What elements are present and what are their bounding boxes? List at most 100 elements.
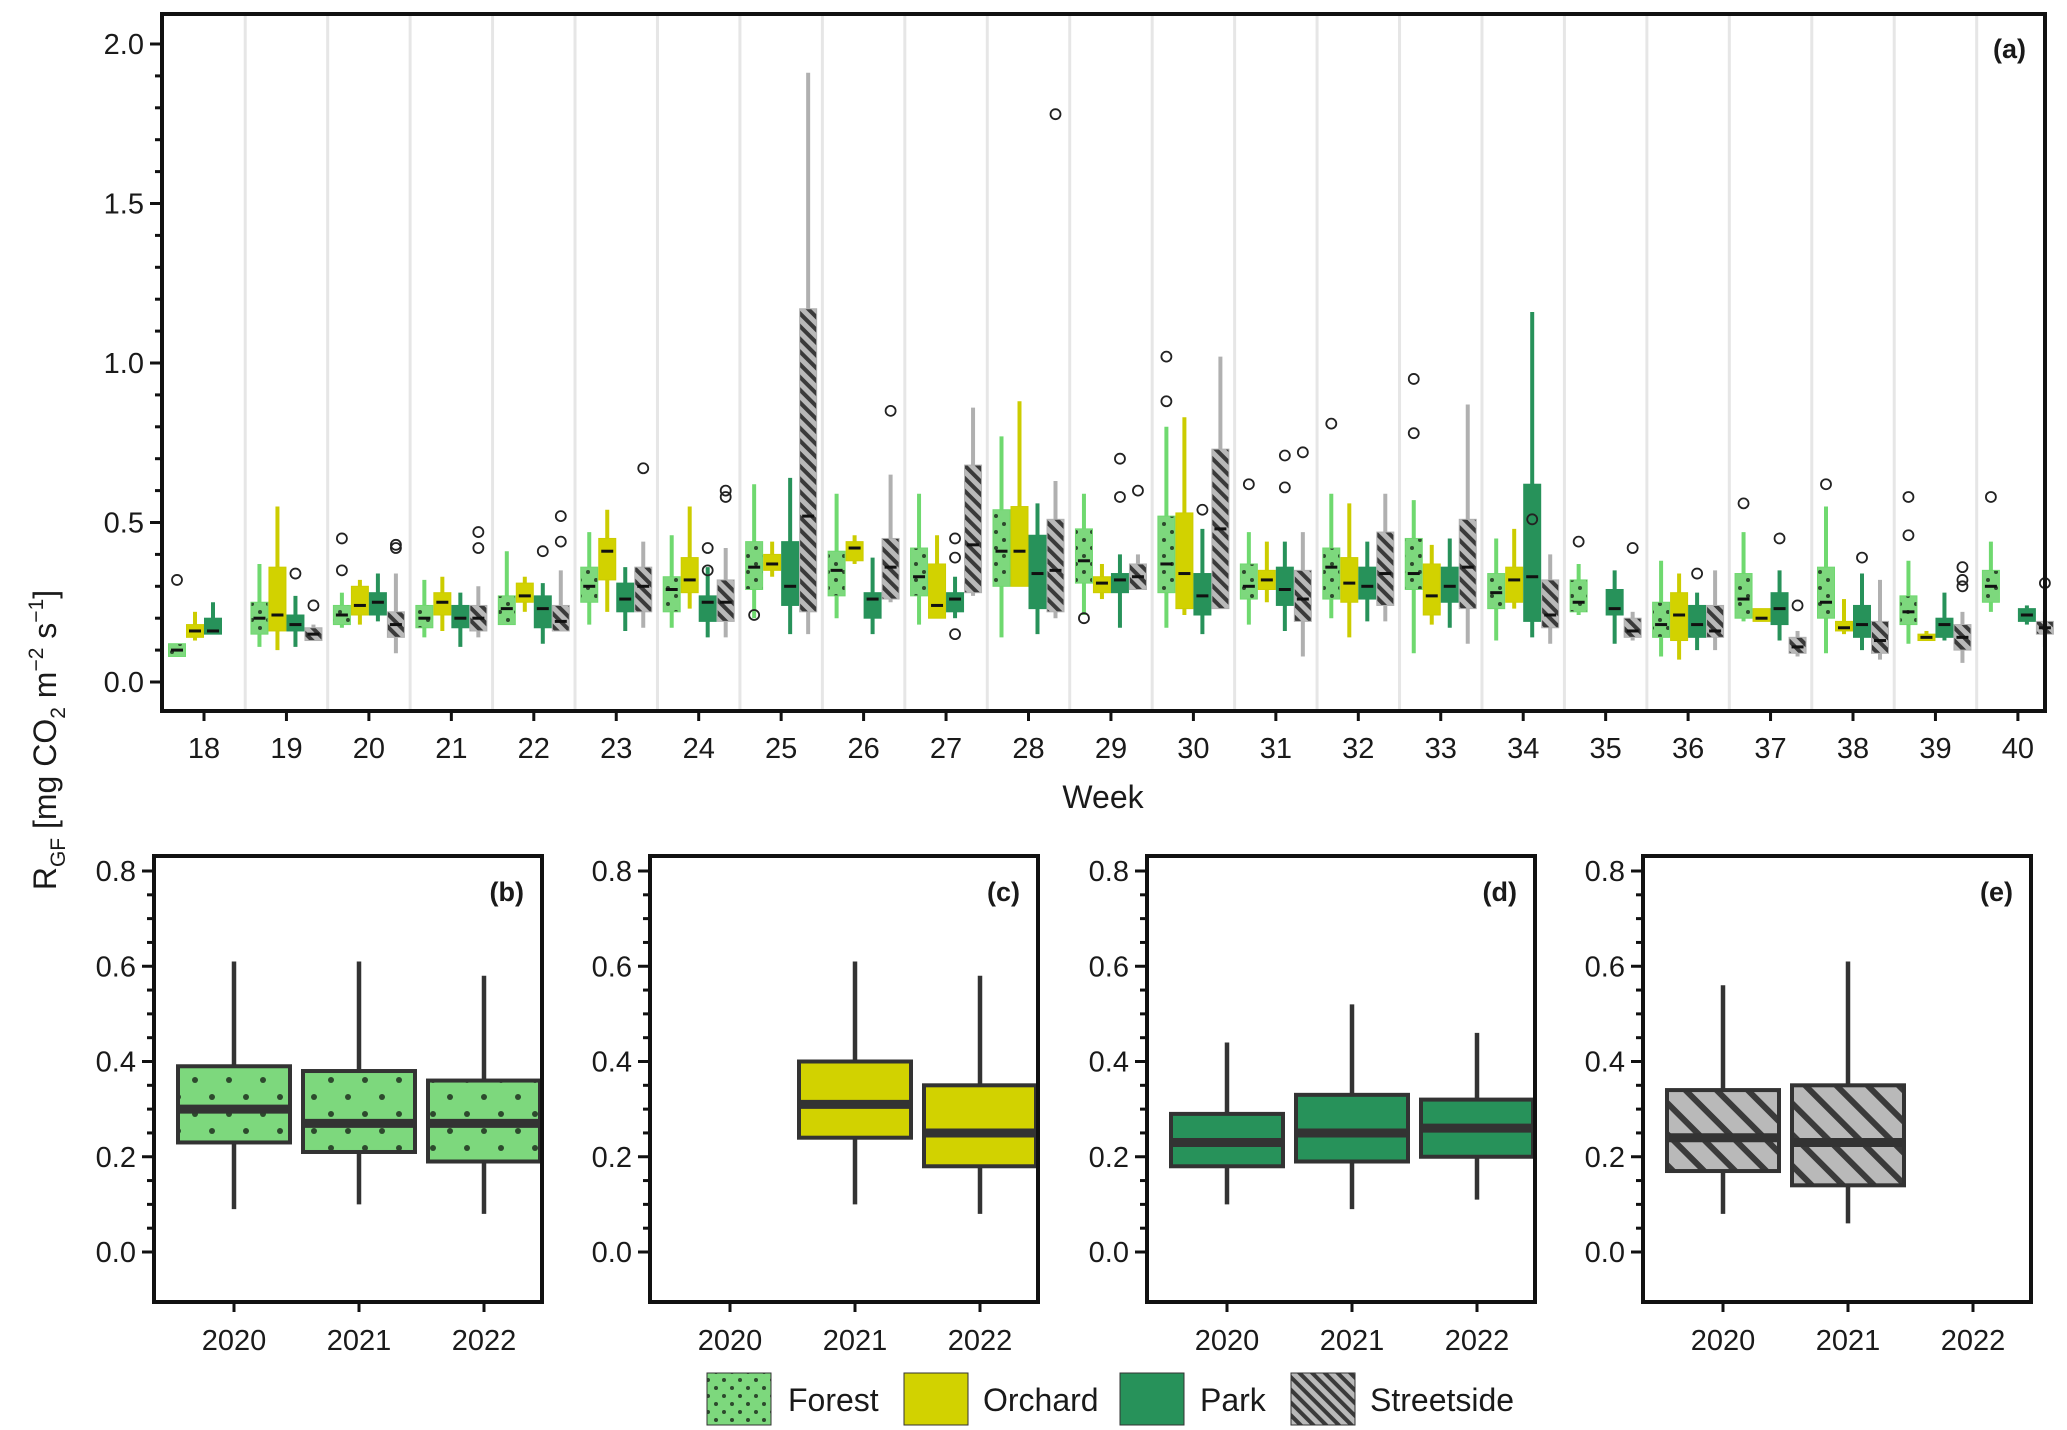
box-body: [946, 592, 965, 613]
box-streetside-week-19: [304, 599, 323, 642]
box-body: [1665, 1088, 1781, 1174]
box-body: [1623, 617, 1642, 638]
outlier-point: [1856, 551, 1868, 564]
box-body: [799, 308, 818, 613]
box-orchard-week-20: [350, 579, 369, 625]
x-tick-label: 2022: [452, 1325, 517, 1357]
box-streetside-week-28: [1046, 108, 1065, 619]
box-forest-week-28: [992, 436, 1011, 638]
x-tick-label: 40: [2002, 733, 2034, 765]
box-body: [1358, 566, 1377, 600]
box-forest-2021: [301, 961, 417, 1205]
outlier-point: [949, 532, 961, 545]
box-body: [268, 566, 287, 632]
box-body: [350, 585, 369, 616]
box-body: [598, 537, 617, 581]
legend: Forest Orchard Park Streetside: [706, 1372, 1514, 1426]
box-body: [698, 595, 717, 622]
box-park-week-26: [863, 557, 882, 635]
box-body: [1835, 620, 1853, 632]
box-streetside-week-26: [881, 404, 900, 603]
outlier-point: [389, 542, 402, 554]
outlier-point: [1526, 513, 1539, 526]
y-tick-label: 0.6: [592, 951, 632, 983]
box-forest-week-40: [1981, 491, 2000, 612]
box-forest-week-19: [250, 563, 269, 647]
box-orchard-week-23: [598, 509, 617, 612]
box-streetside-week-31: [1293, 446, 1312, 657]
box-orchard-week-22: [515, 576, 534, 612]
box-orchard-week-18: [186, 611, 204, 641]
box-orchard-week-25: [763, 541, 782, 577]
x-tick-label: 23: [600, 733, 632, 765]
outlier-point: [701, 542, 714, 554]
box-body: [1569, 579, 1588, 613]
box-body: [1853, 604, 1871, 638]
x-tick-label: 2022: [1941, 1325, 2006, 1357]
outlier-point: [389, 538, 402, 551]
panel-tag: (b): [490, 877, 524, 907]
box-body: [1440, 566, 1459, 603]
box-body: [616, 582, 635, 613]
x-tick-label: 34: [1507, 733, 1539, 765]
box-streetside-week-30: [1211, 356, 1230, 610]
outlier-point: [1242, 478, 1255, 491]
outlier-point: [1985, 491, 1997, 503]
box-park-week-20: [368, 573, 387, 622]
x-tick-label: 20: [353, 733, 385, 765]
box-orchard-2022: [922, 975, 1038, 1214]
box-body: [1010, 506, 1029, 587]
box-orchard-week-24: [680, 506, 699, 609]
x-tick-label: 31: [1260, 733, 1292, 765]
panel-tag: (d): [1483, 877, 1517, 907]
box-forest-week-36: [1652, 560, 1671, 657]
box-orchard-week-38: [1835, 599, 1853, 635]
box-body: [301, 1069, 417, 1154]
y-tick-label: 0.2: [592, 1142, 632, 1174]
y-tick-label: 1.5: [104, 189, 144, 221]
x-tick-label: 2020: [1195, 1325, 1260, 1357]
box-body: [827, 550, 846, 597]
box-park-week-18: [204, 602, 222, 635]
box-streetside-week-27: [964, 407, 983, 596]
box-park-week-21: [451, 592, 470, 647]
outlier-point: [1196, 503, 1209, 516]
outlier-point: [1791, 599, 1804, 612]
x-tick-label: 30: [1177, 733, 1209, 765]
box-orchard-week-32: [1340, 503, 1359, 638]
box-body: [1376, 531, 1395, 606]
outlier-point: [1956, 561, 1969, 574]
box-body: [1487, 573, 1506, 610]
x-tick-label: 2020: [1691, 1325, 1756, 1357]
y-tick-label: 0.0: [1089, 1237, 1129, 1269]
box-forest-week-22: [497, 551, 516, 626]
outlier-point: [1078, 612, 1090, 625]
y-axis-title: RGF [mg CO2 m−2 s−1]: [25, 590, 70, 890]
box-forest-week-30: [1157, 350, 1176, 628]
x-tick-label: 2021: [1320, 1325, 1385, 1357]
box-body: [1074, 528, 1093, 584]
panel-frame: [152, 854, 544, 1304]
outlier-point: [335, 564, 348, 577]
box-park-week-35: [1605, 570, 1624, 644]
outlier-point: [554, 510, 567, 523]
y-tick-label: 0.0: [96, 1237, 136, 1269]
y-tick-label: 0.4: [1089, 1047, 1129, 1079]
box-body: [716, 579, 735, 622]
box-streetside-2021: [1790, 961, 1906, 1224]
box-body: [922, 1083, 1038, 1169]
box-body: [1605, 588, 1624, 616]
box-orchard-week-29: [1092, 563, 1111, 600]
outlier-point: [949, 551, 961, 564]
box-park-week-39: [1935, 592, 1954, 641]
legend-label: Forest: [788, 1382, 879, 1418]
panel-a: 0.0 0.5 1.0 1.5 2.0 18 19 20 21 22 23 24 25 26 27 28 29…: [104, 12, 2054, 815]
box-streetside-week-20: [386, 538, 405, 654]
legend-item-park: Park: [1119, 1372, 1267, 1426]
outlier-point: [1049, 108, 1062, 121]
outlier-point: [1956, 580, 1969, 593]
box-park-week-24: [698, 542, 717, 638]
panel-frame: [648, 854, 1040, 1304]
